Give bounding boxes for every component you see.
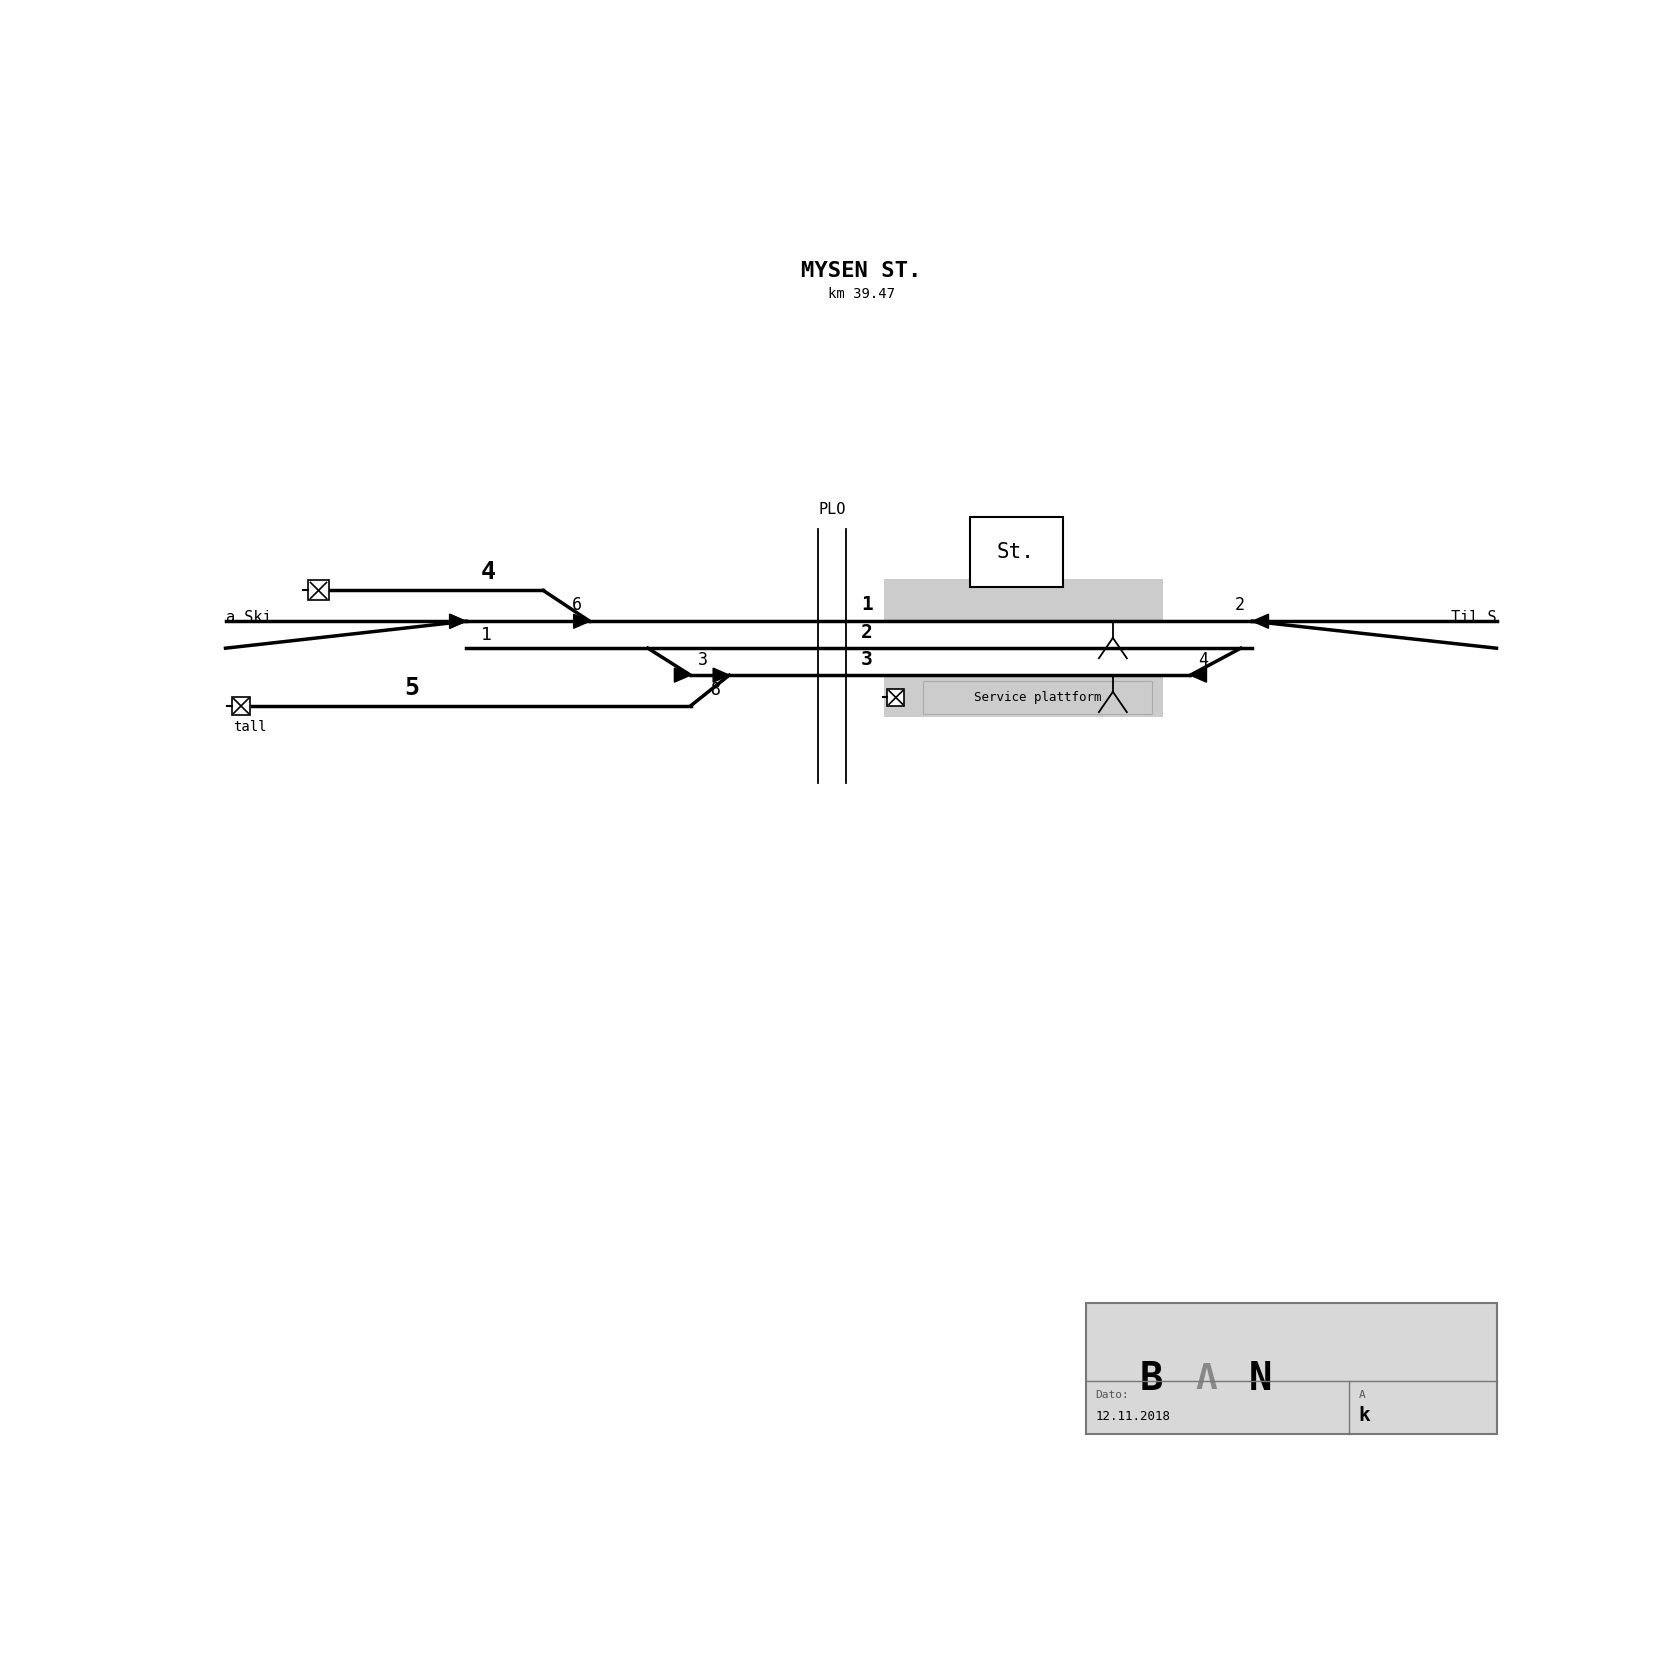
Polygon shape [450, 615, 465, 628]
Text: k: k [1359, 1406, 1371, 1425]
Text: 12.11.2018: 12.11.2018 [1095, 1411, 1169, 1423]
Text: St.: St. [996, 543, 1035, 561]
Text: 3: 3 [699, 650, 709, 669]
Text: Service plattform: Service plattform [974, 690, 1100, 704]
Text: PLO: PLO [818, 502, 845, 517]
Text: 2: 2 [862, 623, 872, 642]
Text: tall: tall [234, 719, 267, 734]
Bar [884, 580, 1163, 622]
Bar [232, 697, 250, 716]
Polygon shape [1191, 669, 1206, 682]
Text: Til S: Til S [1452, 610, 1497, 625]
Polygon shape [450, 615, 465, 628]
Text: 2: 2 [1235, 595, 1245, 613]
Text: a Ski: a Ski [225, 610, 270, 625]
Text: N: N [1248, 1359, 1272, 1398]
Text: 3: 3 [862, 650, 872, 669]
Text: 6: 6 [571, 595, 581, 613]
Text: 4: 4 [480, 561, 496, 585]
Polygon shape [674, 669, 690, 682]
Bar [309, 580, 329, 600]
Text: Λ: Λ [1194, 1362, 1216, 1396]
Text: MYSEN ST.: MYSEN ST. [801, 260, 921, 281]
Text: 4: 4 [1198, 650, 1208, 669]
Text: Dato:: Dato: [1095, 1391, 1129, 1401]
Text: 1: 1 [862, 595, 872, 613]
Text: 8: 8 [712, 682, 721, 699]
Bar [922, 682, 1151, 714]
Polygon shape [1252, 615, 1268, 628]
Text: km 39.47: km 39.47 [828, 287, 894, 301]
Text: A: A [1359, 1391, 1366, 1401]
Text: 1: 1 [480, 627, 492, 645]
Polygon shape [712, 669, 729, 682]
Text: B: B [1141, 1359, 1163, 1398]
Bar [884, 675, 1163, 717]
Bar [969, 517, 1062, 586]
Bar [1085, 1302, 1497, 1433]
Bar [887, 689, 904, 706]
Polygon shape [573, 615, 590, 628]
Text: 5: 5 [403, 675, 418, 701]
